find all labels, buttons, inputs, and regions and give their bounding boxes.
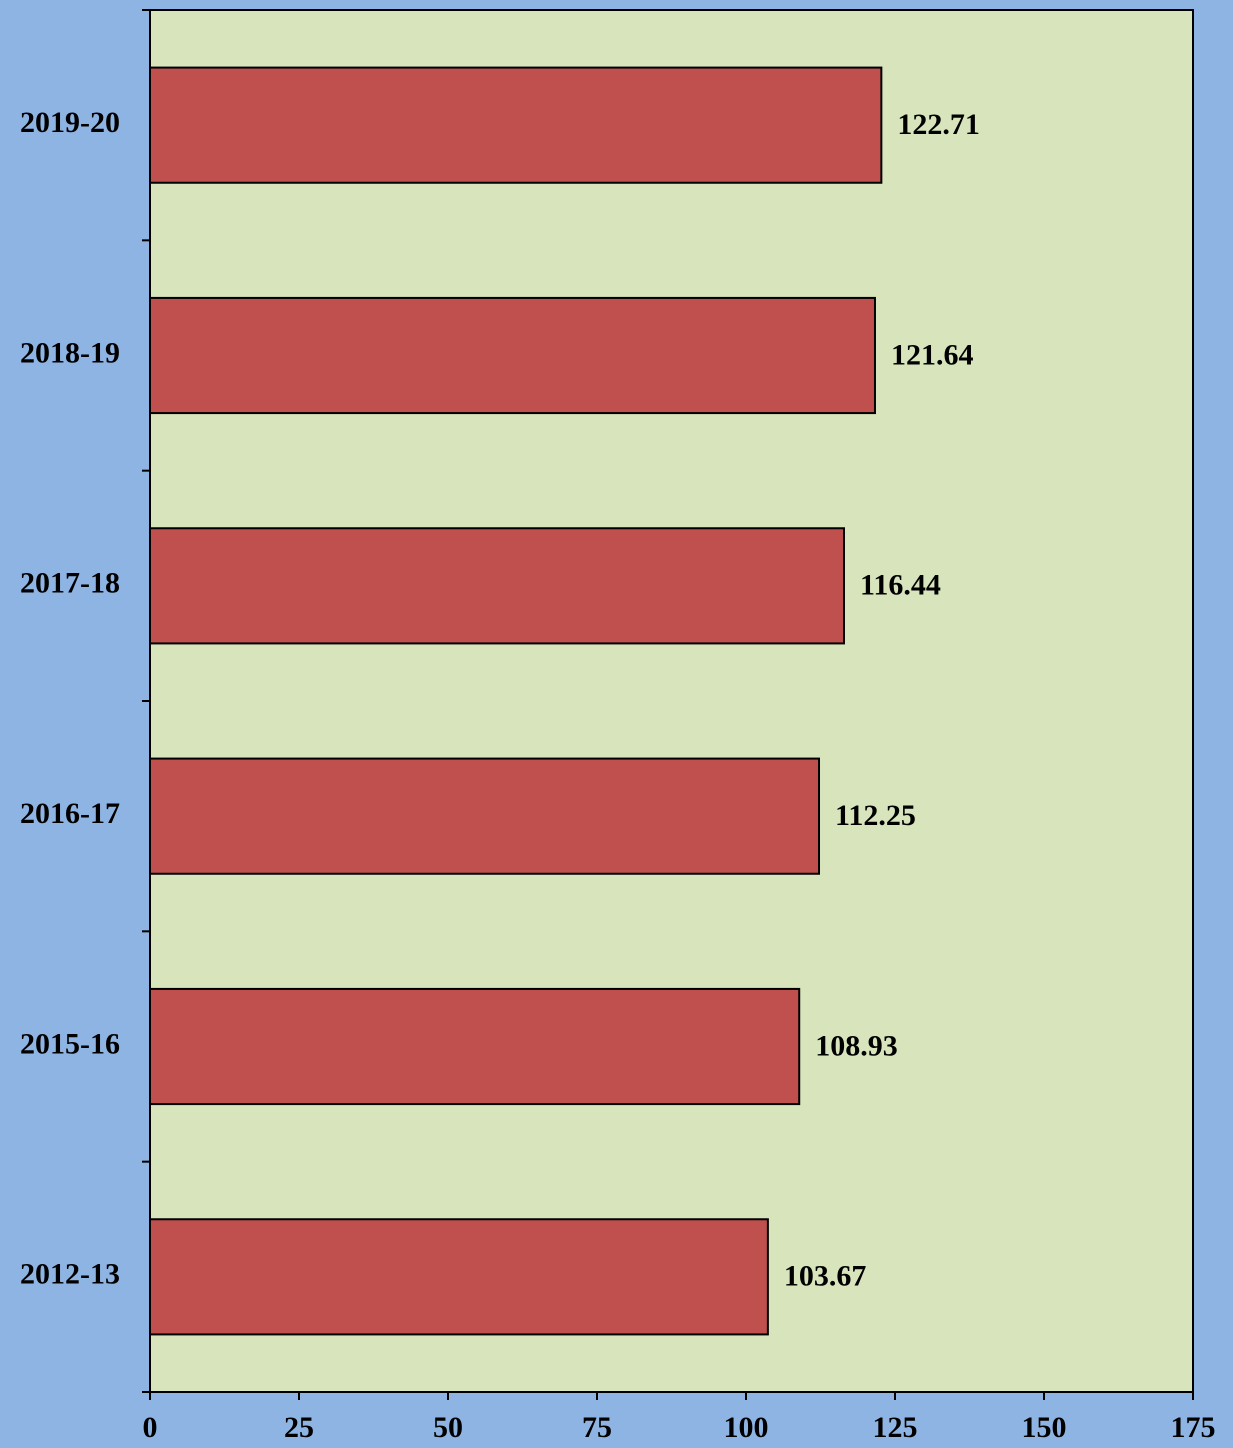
value-label: 122.71 [897, 108, 980, 141]
y-tick-label: 2018-19 [20, 336, 120, 369]
y-tick-label: 2015-16 [20, 1027, 120, 1060]
y-tick-label: 2016-17 [20, 797, 120, 830]
bar [149, 757, 821, 875]
plot-area [149, 9, 1194, 1393]
y-tick-label: 2017-18 [20, 567, 120, 600]
value-label: 103.67 [784, 1260, 867, 1293]
bar [149, 987, 801, 1106]
x-tick-label: 0 [143, 1411, 158, 1444]
value-label: 108.93 [815, 1029, 898, 1062]
value-label: 112.25 [835, 799, 916, 832]
x-tick-label: 125 [873, 1411, 918, 1444]
x-tick-label: 50 [433, 1411, 463, 1444]
bar [149, 1218, 769, 1336]
bar [149, 296, 876, 415]
x-tick-label: 25 [284, 1411, 314, 1444]
bar [149, 66, 883, 184]
value-label: 121.64 [891, 338, 974, 371]
y-tick-label: 2012-13 [20, 1258, 120, 1291]
x-tick-label: 150 [1022, 1411, 1067, 1444]
bar [149, 527, 845, 645]
x-tick-label: 175 [1171, 1411, 1216, 1444]
y-tick-label: 2019-20 [20, 106, 120, 139]
value-label: 116.44 [860, 569, 941, 602]
x-tick-label: 75 [582, 1411, 612, 1444]
x-tick-label: 100 [724, 1411, 769, 1444]
